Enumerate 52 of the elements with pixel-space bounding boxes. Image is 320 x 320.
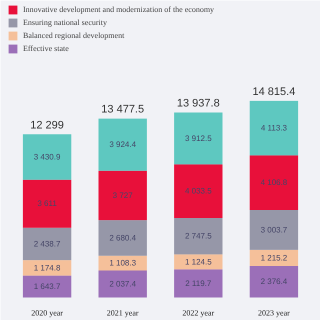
bar <box>22 228 72 260</box>
data-label: 3 727 <box>112 190 134 200</box>
bar <box>250 266 298 298</box>
data-label: 3 912.5 <box>184 134 212 143</box>
bar <box>22 260 72 276</box>
data-label: 2 119.7 <box>185 278 212 288</box>
data-label: 3 611 <box>37 199 58 208</box>
data-label: 3 430.9 <box>34 152 61 162</box>
bar <box>98 118 147 171</box>
bar <box>98 270 147 298</box>
bar <box>174 112 222 164</box>
legend-label: Balanced regional development <box>23 30 124 41</box>
bar <box>174 164 222 218</box>
legend-label: Ensuring national security <box>23 17 107 28</box>
data-label: 2 747.5 <box>184 232 212 241</box>
total-label: 13 937.8 <box>176 98 220 110</box>
bar <box>174 218 222 254</box>
x-tick-label: 2023 year <box>258 308 290 318</box>
data-label: 3 924.4 <box>109 140 137 150</box>
bar <box>250 100 298 156</box>
bar <box>22 180 72 228</box>
bar <box>174 269 222 298</box>
bar <box>98 220 147 256</box>
data-label: 2 037.4 <box>109 279 137 288</box>
bar <box>22 276 72 298</box>
bar <box>174 254 222 270</box>
bar <box>250 210 298 250</box>
bar <box>250 155 298 210</box>
legend-label: Effective state <box>23 43 69 54</box>
total-label: 13 477.5 <box>101 104 144 116</box>
data-label: 4 113.3 <box>260 124 288 133</box>
bar <box>22 134 72 180</box>
data-label: 1 108.3 <box>109 258 137 268</box>
legend-label: Innovative development and modernization of the economy <box>23 4 214 15</box>
data-label: 1 174.8 <box>34 263 61 272</box>
data-label: 4 033.5 <box>184 186 212 196</box>
data-label: 4 106.8 <box>260 178 288 188</box>
x-tick-label: 2020 year <box>31 308 64 318</box>
data-label: 3 003.7 <box>260 225 288 234</box>
total-label: 12 299 <box>30 119 64 132</box>
data-label: 2 680.4 <box>109 233 137 242</box>
bar <box>98 256 147 270</box>
x-tick-label: 2022 year <box>182 308 215 318</box>
total-label: 14 815.4 <box>252 86 296 98</box>
bar <box>250 250 298 266</box>
data-label: 1 215.2 <box>260 253 288 262</box>
data-label: 2 376.4 <box>260 277 288 286</box>
data-label: 2 438.7 <box>34 239 61 248</box>
data-label: 1 124.5 <box>184 257 212 266</box>
bar <box>98 170 147 220</box>
data-label: 1 643.7 <box>34 282 61 292</box>
x-tick-label: 2021 year <box>106 308 139 318</box>
